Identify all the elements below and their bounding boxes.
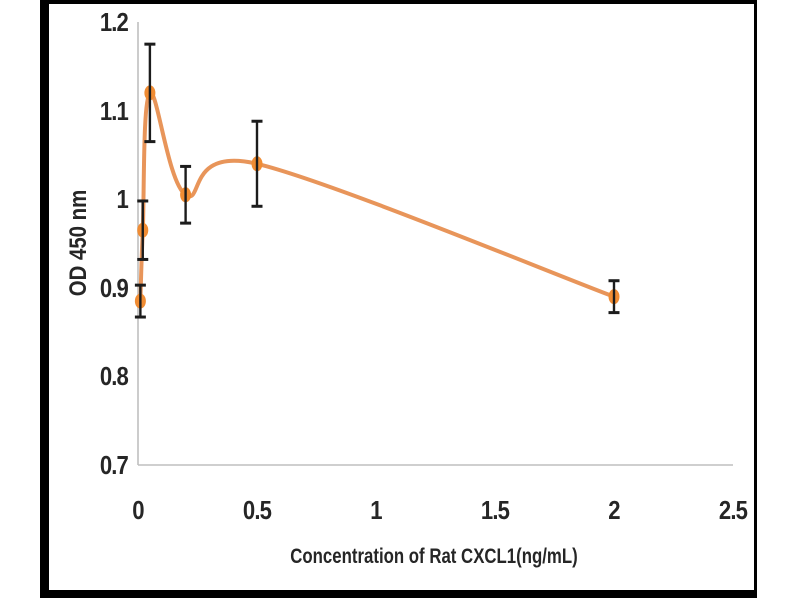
x-axis-tick-label: 1	[370, 495, 382, 525]
x-axis-tick-label: 0.5	[242, 495, 272, 525]
y-axis-tick-label: 1.2	[99, 7, 129, 37]
series-line	[138, 90, 616, 304]
y-axis-tick-label: 0.8	[99, 361, 129, 392]
x-axis-tick-label: 0	[132, 495, 144, 525]
y-axis-title: OD 450 nm	[65, 189, 92, 297]
chart-frame	[40, 0, 757, 598]
x-axis-tick-label: 2	[608, 495, 620, 525]
x-axis-title: Concentration of Rat CXCL1(ng/mL)	[290, 545, 578, 568]
y-axis-tick-label: 1	[116, 184, 129, 215]
y-axis-tick-label: 0.7	[99, 450, 129, 480]
y-axis-tick-label: 0.9	[99, 272, 129, 303]
y-axis-tick-label: 1.1	[99, 95, 129, 126]
x-axis-tick-label: 2.5	[718, 495, 748, 525]
x-axis-tick-label: 1.5	[480, 495, 510, 525]
